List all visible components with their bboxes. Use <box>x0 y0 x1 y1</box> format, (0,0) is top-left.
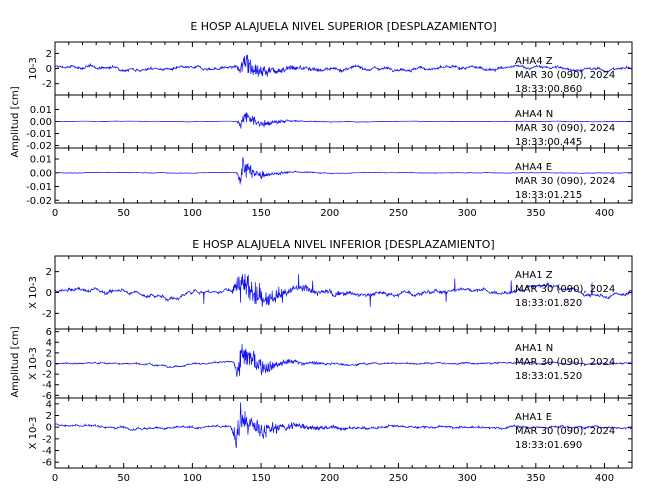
x-tick-label: 50 <box>117 208 130 219</box>
y-tick-label: 0.00 <box>30 117 52 128</box>
x-tick-label: 350 <box>526 208 545 219</box>
date-label: MAR 30 (090), 2024 <box>515 123 615 134</box>
x-tick-label: 300 <box>458 208 477 219</box>
y-tick-label: -0.02 <box>26 141 52 152</box>
waveform-trace-n <box>54 112 632 129</box>
y-tick-label: -6 <box>42 391 52 402</box>
x-tick-label: 400 <box>595 473 614 484</box>
x-tick-label: 300 <box>458 473 477 484</box>
y-tick-label: 2 <box>46 267 52 278</box>
channel-label: AHA1 N <box>515 343 553 354</box>
waveform-trace-z <box>54 54 633 77</box>
y-tick-label: 4 <box>46 399 52 410</box>
x-tick-label: 200 <box>320 473 339 484</box>
date-label: MAR 30 (090), 2024 <box>515 426 615 437</box>
time-label: 18:33:01.215 <box>515 190 582 201</box>
y-tick-label: 2 <box>46 411 52 422</box>
x-tick-label: 100 <box>183 473 202 484</box>
y-tick-label: -6 <box>42 458 52 469</box>
time-label: 18:33:01.520 <box>515 371 582 382</box>
time-label: 18:33:00.445 <box>515 137 582 148</box>
y-tick-label: -2 <box>42 434 52 445</box>
time-label: 18:33:01.690 <box>515 440 582 451</box>
y-tick-label: 4 <box>46 338 52 349</box>
waveform-trace-n <box>55 344 632 377</box>
chart-title: E HOSP ALAJUELA NIVEL SUPERIOR [DESPLAZA… <box>190 20 496 33</box>
scale-label: 10-3 <box>28 57 39 80</box>
time-label: 18:33:00.860 <box>515 84 582 95</box>
x-tick-label: 150 <box>252 208 271 219</box>
panel-n: 0.010.00-0.01-0.02 AHA4 N MAR 30 (090), 20… <box>26 94 633 152</box>
date-label: MAR 30 (090), 2024 <box>515 284 615 295</box>
y-tick-label: -4 <box>42 446 52 457</box>
x-tick-label: 250 <box>389 473 408 484</box>
y-tick-label: -0.01 <box>26 182 52 193</box>
x-tick-label: 250 <box>389 208 408 219</box>
date-label: MAR 30 (090), 2024 <box>515 357 615 368</box>
x-tick-label: 100 <box>183 208 202 219</box>
y-tick-label: 0 <box>46 423 52 434</box>
x-tick-label: 150 <box>252 473 271 484</box>
y-tick-label: 0.00 <box>30 168 52 179</box>
x-tick-label: 50 <box>117 473 130 484</box>
time-label: 18:33:01.820 <box>515 298 582 309</box>
channel-label: AHA4 Z <box>515 56 553 67</box>
date-label: MAR 30 (090), 2024 <box>515 70 615 81</box>
y-axis-label: Amplitud [cm] <box>10 86 21 157</box>
x-tick-label: 0 <box>52 473 58 484</box>
y-tick-label: 2 <box>46 49 52 60</box>
channel-label: AHA1 E <box>515 412 552 423</box>
y-tick-label: -4 <box>42 380 52 391</box>
scale-label: X 10-3 <box>28 417 39 450</box>
panel-z: 2 0 -210-3 AHA4 Z MAR 30 (090), 2024 18:33:00… <box>28 41 633 96</box>
channel-label: AHA4 N <box>515 109 553 120</box>
x-tick-label: 350 <box>526 473 545 484</box>
waveform-trace-e <box>54 157 633 185</box>
channel-label: AHA1 Z <box>515 270 553 281</box>
y-tick-label: -2 <box>42 309 52 320</box>
waveform-trace-z <box>54 273 633 307</box>
y-tick-label: 0 <box>46 359 52 370</box>
y-tick-label: 0 <box>46 288 52 299</box>
panel-e: 0.01 0.00 -0.01 -0.02 AHA4 E MAR 30 (090), 20… <box>26 147 633 207</box>
y-tick-label: -0.01 <box>26 129 52 140</box>
scale-label: X 10-3 <box>28 276 39 309</box>
panel-e: 420-2-4-6X 10-3 AHA1 E MAR 30 (090), 2024 1… <box>28 397 633 469</box>
chart-1: E HOSP ALAJUELA NIVEL INFERIOR [DESPLAZA… <box>10 238 633 484</box>
y-tick-label: -2 <box>42 370 52 381</box>
y-tick-label: 0.01 <box>30 105 52 116</box>
panel-z: 2 0 -2X 10-3 AHA1 Z MAR 30 (090), 2024 18:33:… <box>28 255 633 330</box>
x-tick-label: 400 <box>595 208 614 219</box>
chart-0: E HOSP ALAJUELA NIVEL SUPERIOR [DESPLAZA… <box>10 20 633 219</box>
y-tick-label: 6 <box>46 327 52 338</box>
channel-label: AHA4 E <box>515 162 552 173</box>
y-tick-label: 0 <box>46 64 52 75</box>
y-tick-label: -0.02 <box>26 196 52 207</box>
y-tick-label: 2 <box>46 348 52 359</box>
y-axis-label: Amplitud [cm] <box>10 326 21 397</box>
waveform-trace-e <box>54 402 633 449</box>
date-label: MAR 30 (090), 2024 <box>515 176 615 187</box>
chart-title: E HOSP ALAJUELA NIVEL INFERIOR [DESPLAZA… <box>192 238 494 251</box>
x-tick-label: 0 <box>52 208 58 219</box>
scale-label: X 10-3 <box>28 347 39 380</box>
y-tick-label: 0.01 <box>30 155 52 166</box>
y-tick-label: -2 <box>42 79 52 90</box>
x-tick-label: 200 <box>320 208 339 219</box>
